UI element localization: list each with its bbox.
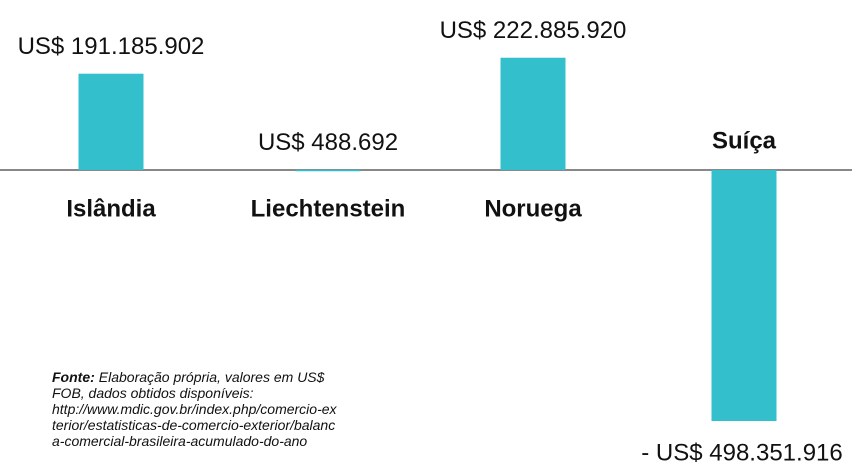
category-label: Suíça [712,127,777,154]
bar [78,73,144,170]
value-label: US$ 191.185.902 [18,33,205,60]
source-note: Fonte: Elaboração própria, valores em US$… [52,369,338,449]
source-line: Elaboração própria, valores em US$ [99,369,325,385]
category-label: Noruega [484,195,582,222]
source-label: Fonte: [52,369,95,385]
bar [500,57,566,171]
source-line: terior/estatisticas-de-comercio-exterior… [52,417,335,433]
category-label: Islândia [66,195,156,222]
source-line: FOB, dados obtidos disponíveis: [52,385,254,401]
bar [711,170,777,421]
source-line: http://www.mdic.gov.br/index.php/comerci… [52,401,338,417]
value-label: - US$ 498.351.916 [641,439,842,466]
bar [295,169,361,172]
category-label: Liechtenstein [251,195,406,222]
value-label: US$ 222.885.920 [440,17,627,44]
source-line: a-comercial-brasileira-acumulado-do-ano [52,433,307,449]
value-label: US$ 488.692 [258,129,398,156]
